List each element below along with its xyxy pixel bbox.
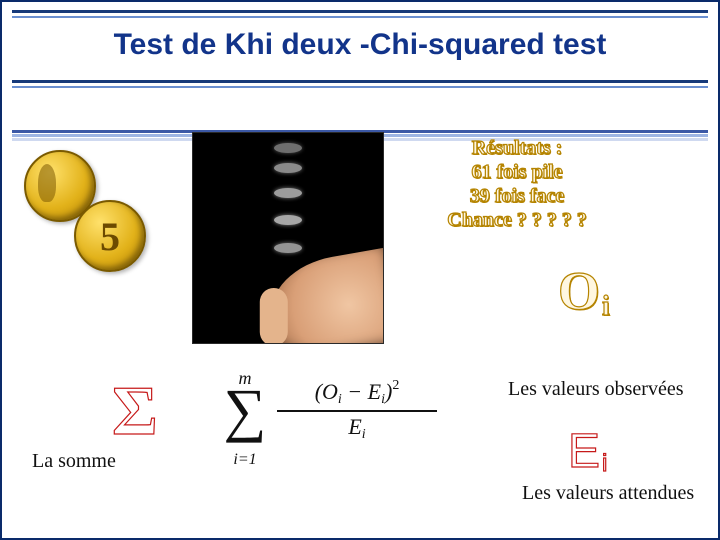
- coins-image: [24, 150, 174, 300]
- title-rule-top: [12, 10, 708, 13]
- symbol-E: E: [568, 425, 600, 478]
- slide: Test de Khi deux -Chi-squared test Résul…: [0, 0, 720, 540]
- results-line: Chance ? ? ? ? ?: [397, 208, 637, 232]
- hand-icon: [263, 246, 384, 344]
- symbol-O: O: [558, 261, 600, 321]
- title-block: Test de Khi deux -Chi-squared test: [2, 10, 718, 88]
- formula-denominator: Ei: [277, 412, 437, 443]
- formula-numerator: (Oi − Ei)2: [277, 378, 437, 410]
- observed-label: Les valeurs observées: [508, 378, 698, 400]
- formula-sum: m ∑ i=1: [217, 372, 273, 467]
- formula-fraction: (Oi − Ei)2 Ei: [277, 378, 437, 443]
- sum-label: La somme: [32, 450, 116, 473]
- formula-lower: i=1: [217, 451, 273, 469]
- symbol-sub-i: i: [602, 291, 610, 322]
- results-text: Résultats : 61 fois pile 39 fois face Ch…: [397, 136, 637, 232]
- sigma-icon: ∑: [217, 380, 273, 440]
- results-line: 61 fois pile: [397, 160, 637, 184]
- title-rule-bottom: [12, 80, 708, 83]
- expected-label: Les valeurs attendues: [522, 482, 712, 504]
- coin-icon: [74, 200, 146, 272]
- observed-symbol: Oi: [558, 260, 610, 323]
- symbol-sub-i: i: [602, 450, 607, 477]
- page-title: Test de Khi deux -Chi-squared test: [2, 10, 718, 80]
- results-heading: Résultats :: [397, 136, 637, 160]
- coin-flip-image: [192, 132, 384, 344]
- sigma-symbol: Σ: [112, 372, 158, 452]
- expected-symbol: Ei: [568, 424, 607, 479]
- chi-square-formula: m ∑ i=1 (Oi − Ei)2 Ei: [217, 372, 447, 467]
- results-line: 39 fois face: [397, 184, 637, 208]
